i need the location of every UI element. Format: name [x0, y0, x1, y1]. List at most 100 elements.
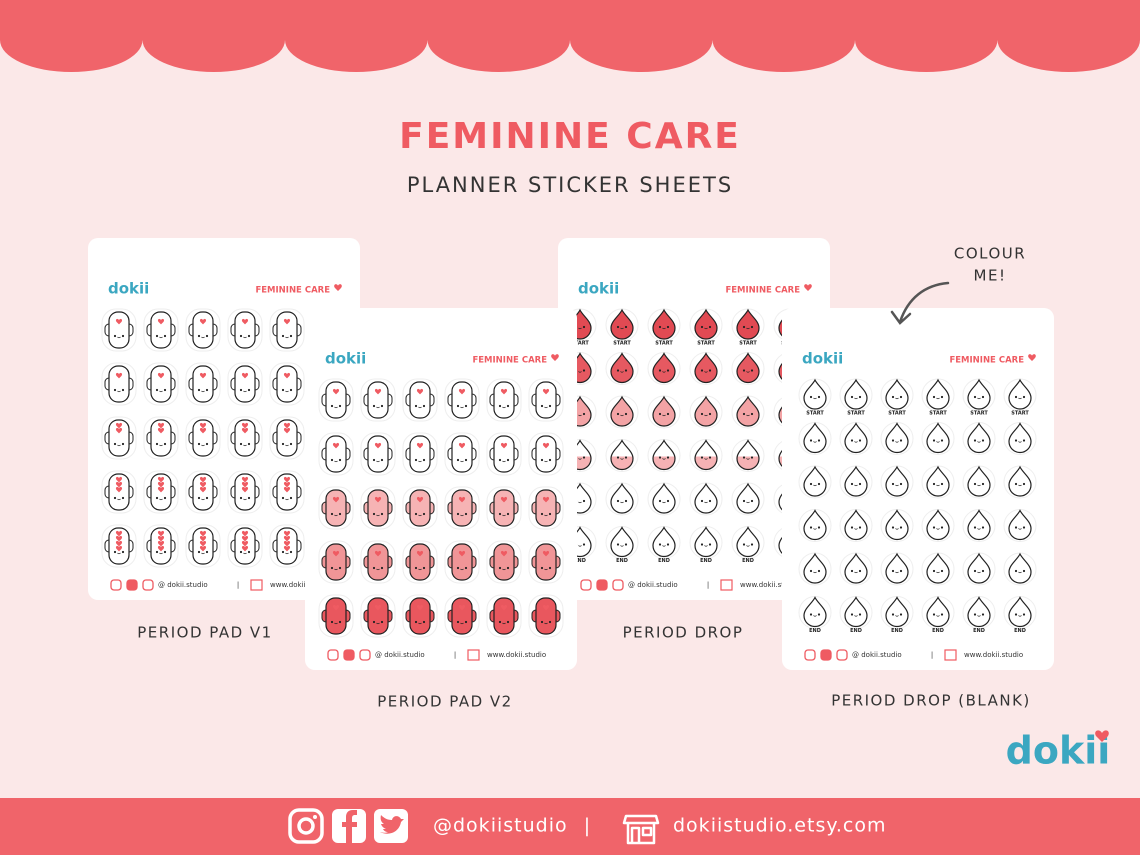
pad	[451, 435, 473, 473]
mouth	[662, 327, 666, 330]
mouth	[620, 545, 624, 547]
eye	[506, 404, 510, 408]
sticker-label: START	[613, 341, 631, 347]
eye	[742, 543, 746, 546]
mouth	[620, 327, 624, 330]
eye	[380, 512, 384, 516]
drop	[967, 465, 991, 497]
pad	[276, 419, 298, 457]
drop	[1008, 596, 1032, 628]
heart	[332, 388, 340, 395]
eye	[899, 526, 903, 529]
eye	[113, 496, 117, 500]
eye	[973, 395, 977, 399]
pad	[451, 381, 473, 419]
sticker-label: START	[806, 411, 824, 417]
eye	[155, 334, 159, 338]
heart	[157, 486, 165, 493]
eye	[121, 496, 125, 500]
eye	[197, 334, 201, 338]
eye	[700, 499, 704, 503]
eye	[658, 543, 662, 546]
eye	[1014, 395, 1018, 399]
eye	[205, 496, 209, 500]
eye	[582, 412, 586, 416]
mouth	[578, 501, 582, 504]
eye	[289, 496, 293, 500]
heart	[241, 427, 249, 434]
mouth	[201, 336, 205, 339]
subtitle: PLANNER STICKER SHEETS	[407, 173, 733, 197]
eye	[582, 325, 586, 329]
mouth	[334, 406, 338, 409]
mouth	[977, 441, 981, 443]
heart	[115, 530, 123, 537]
sheet-brand: dokii	[108, 280, 149, 298]
mouth	[813, 397, 817, 400]
eye	[289, 550, 293, 554]
eye	[932, 526, 936, 529]
sheet-caption: PERIOD PAD V2	[377, 693, 512, 711]
heart	[199, 535, 207, 542]
mouth	[159, 336, 163, 339]
pad	[325, 435, 347, 473]
eye	[281, 442, 285, 446]
eye	[817, 613, 821, 616]
eye	[422, 458, 426, 462]
pad	[493, 597, 515, 635]
mouth	[662, 371, 666, 373]
eye	[372, 512, 376, 516]
mouth	[502, 622, 506, 625]
eye	[1022, 569, 1026, 573]
annotation: COLOUR	[954, 245, 1026, 263]
social-icon	[596, 579, 608, 591]
eye	[113, 550, 117, 554]
mouth	[662, 501, 666, 504]
mouth	[243, 390, 247, 393]
eye	[708, 499, 712, 503]
drop	[736, 482, 760, 514]
eye	[658, 325, 662, 329]
mouth	[117, 336, 121, 339]
sticker-label: START	[655, 341, 673, 347]
sheet-heading: FEMININE CARE	[949, 356, 1024, 366]
sheet-handle: @ dokii.studio	[158, 581, 208, 589]
mouth	[1018, 484, 1022, 487]
heart	[542, 442, 550, 449]
eye	[981, 526, 985, 529]
heart	[500, 604, 508, 611]
drop	[885, 596, 909, 628]
pad	[108, 311, 130, 349]
heart	[283, 372, 291, 379]
eye	[817, 439, 821, 442]
mouth	[159, 498, 163, 501]
mouth	[418, 406, 422, 409]
mouth	[117, 444, 121, 447]
mouth	[159, 552, 163, 555]
eye	[858, 395, 862, 399]
eye	[624, 325, 628, 329]
eye	[700, 325, 704, 329]
pad	[535, 597, 557, 635]
eye	[891, 395, 895, 399]
eye	[708, 325, 712, 329]
drop	[926, 465, 950, 497]
mouth	[936, 571, 940, 574]
pad	[493, 543, 515, 581]
eye	[456, 566, 460, 570]
sheet-website: www.dokii.studio	[740, 581, 799, 589]
eye	[891, 482, 895, 486]
eye	[817, 569, 821, 573]
eye	[1014, 526, 1018, 529]
eye	[113, 442, 117, 446]
eye	[666, 499, 670, 503]
sticker-label: END	[973, 628, 985, 634]
mouth	[936, 615, 940, 617]
heart	[416, 550, 424, 557]
heart	[199, 427, 207, 434]
eye	[540, 566, 544, 570]
eye	[281, 388, 285, 392]
mouth	[813, 528, 817, 530]
social-icon	[804, 649, 816, 661]
mouth	[243, 498, 247, 501]
